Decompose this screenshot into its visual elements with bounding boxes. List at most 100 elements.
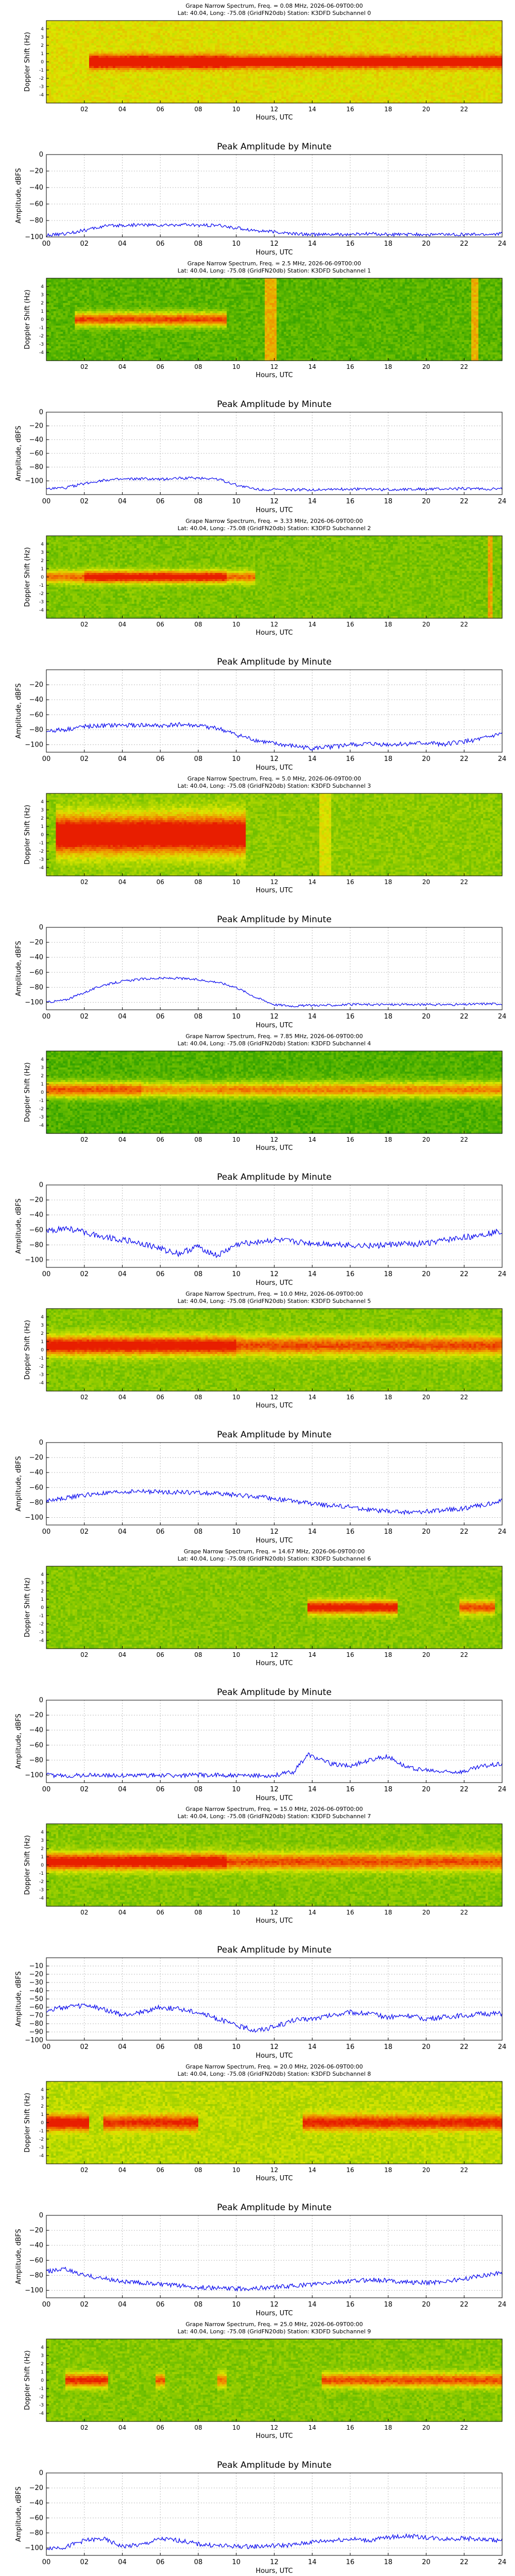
heatmap-cell bbox=[67, 47, 70, 50]
heatmap-cell bbox=[115, 49, 118, 52]
heatmap-cell bbox=[49, 84, 52, 87]
heatmap-cell bbox=[63, 72, 65, 75]
heatmap-cell bbox=[75, 58, 77, 60]
heatmap-cell bbox=[98, 41, 101, 44]
heatmap-cell bbox=[70, 82, 73, 85]
heatmap-cell bbox=[75, 80, 77, 83]
heatmap-cell bbox=[73, 45, 75, 48]
heatmap-cell bbox=[49, 49, 52, 52]
heatmap-cell bbox=[104, 49, 106, 52]
heatmap-cell bbox=[92, 43, 94, 46]
heatmap-cell bbox=[75, 68, 77, 71]
heatmap-cell bbox=[89, 68, 92, 71]
heatmap-cell bbox=[58, 95, 61, 97]
heatmap-cell bbox=[80, 56, 82, 58]
heatmap-cell bbox=[104, 93, 106, 95]
heatmap-cell bbox=[106, 74, 108, 77]
heatmap-cell bbox=[67, 70, 70, 73]
heatmap-cell bbox=[87, 95, 89, 97]
heatmap-cell bbox=[92, 39, 94, 42]
heatmap-cell bbox=[108, 95, 111, 97]
heatmap-cell bbox=[115, 37, 118, 40]
heatmap-cell bbox=[70, 25, 73, 27]
heatmap-cell bbox=[89, 84, 92, 87]
heatmap-cell bbox=[46, 25, 49, 27]
heatmap-cell bbox=[54, 54, 56, 56]
heatmap-cell bbox=[89, 37, 92, 40]
heatmap-cell bbox=[70, 49, 73, 52]
heatmap-cell bbox=[104, 72, 106, 75]
heatmap-cell bbox=[75, 27, 77, 29]
heatmap-cell bbox=[65, 89, 68, 91]
heatmap-cell bbox=[94, 54, 96, 56]
heatmap-cell bbox=[92, 33, 94, 36]
heatmap-cell bbox=[89, 66, 92, 69]
heatmap-cell bbox=[106, 76, 108, 79]
heatmap-cell bbox=[87, 80, 89, 83]
heatmap-cell bbox=[73, 23, 75, 25]
heatmap-cell bbox=[84, 76, 87, 79]
heatmap-cell bbox=[108, 41, 111, 44]
heatmap-cell bbox=[61, 23, 63, 25]
heatmap-cell bbox=[89, 99, 92, 101]
heatmap-cell bbox=[104, 43, 106, 46]
heatmap-cell bbox=[110, 64, 113, 66]
heatmap-cell bbox=[58, 84, 61, 87]
heatmap-cell bbox=[94, 89, 96, 91]
heatmap-cell bbox=[65, 60, 68, 62]
heatmap-cell bbox=[104, 58, 106, 60]
heatmap-cell bbox=[101, 70, 104, 73]
heatmap-cell bbox=[51, 52, 54, 54]
heatmap-cell bbox=[61, 68, 63, 71]
heatmap-cell bbox=[94, 68, 96, 71]
heatmap-cell bbox=[113, 21, 115, 23]
heatmap-cell bbox=[75, 43, 77, 46]
heatmap-cell bbox=[46, 99, 49, 101]
heatmap-cell bbox=[98, 64, 101, 66]
heatmap-cell bbox=[94, 52, 96, 54]
heatmap-cell bbox=[96, 33, 99, 36]
heatmap-cell bbox=[89, 76, 92, 79]
heatmap-cell bbox=[94, 64, 96, 66]
heatmap-cell bbox=[54, 56, 56, 58]
heatmap-cell bbox=[67, 74, 70, 77]
heatmap-cell bbox=[98, 23, 101, 25]
heatmap-cell bbox=[63, 33, 65, 36]
heatmap-cell bbox=[54, 74, 56, 77]
heatmap-cell bbox=[73, 97, 75, 99]
heatmap-cell bbox=[98, 72, 101, 75]
heatmap-cell bbox=[49, 37, 52, 40]
heatmap-cell bbox=[113, 84, 115, 87]
heatmap-cell bbox=[58, 60, 61, 62]
heatmap-cell bbox=[82, 82, 84, 85]
heatmap-cell bbox=[104, 97, 106, 99]
heatmap-cell bbox=[110, 35, 113, 38]
heatmap-cell bbox=[106, 93, 108, 95]
heatmap-cell bbox=[67, 43, 70, 46]
heatmap-cell bbox=[96, 37, 99, 40]
heatmap-cell bbox=[84, 47, 87, 50]
heatmap-cell bbox=[70, 74, 73, 77]
heatmap-cell bbox=[61, 91, 63, 93]
heatmap-cell bbox=[84, 33, 87, 36]
heatmap-cell bbox=[92, 25, 94, 27]
heatmap-cell bbox=[84, 52, 87, 54]
heatmap-cell bbox=[101, 54, 104, 56]
heatmap-cell bbox=[46, 64, 49, 66]
heatmap-cell bbox=[104, 84, 106, 87]
heatmap-cell bbox=[75, 31, 77, 33]
heatmap-cell bbox=[89, 21, 92, 23]
heatmap-cell bbox=[106, 62, 108, 64]
heatmap-cell bbox=[54, 41, 56, 44]
heatmap-cell bbox=[87, 99, 89, 101]
heatmap-cell bbox=[113, 43, 115, 46]
heatmap-cell bbox=[94, 58, 96, 60]
heatmap-cell bbox=[113, 76, 115, 79]
heatmap-cell bbox=[87, 23, 89, 25]
heatmap-cell bbox=[87, 62, 89, 64]
heatmap-cell bbox=[89, 87, 92, 89]
heatmap-cell bbox=[49, 31, 52, 33]
heatmap-cell bbox=[75, 33, 77, 36]
heatmap-cell bbox=[51, 78, 54, 81]
heatmap-cell bbox=[96, 49, 99, 52]
